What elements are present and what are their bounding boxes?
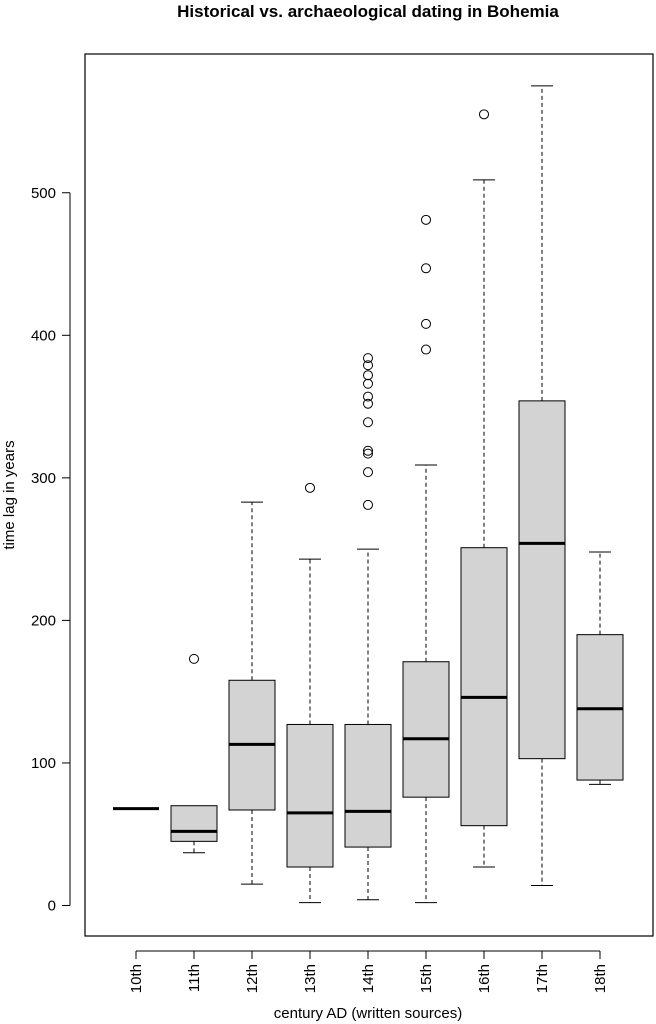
box-rect <box>518 400 566 760</box>
outlier-point <box>363 391 373 402</box>
box-11th <box>170 653 218 854</box>
box-rect <box>170 805 218 842</box>
outlier-point <box>421 214 431 225</box>
y-tick-label: 100 <box>31 755 56 772</box>
box-14th <box>344 353 392 901</box>
outlier-point <box>363 499 373 510</box>
box-13th <box>286 482 334 904</box>
y-tick-label: 200 <box>31 612 56 629</box>
outlier-point <box>363 448 373 459</box>
outlier-point <box>421 263 431 274</box>
outlier-point <box>363 467 373 478</box>
outlier-point <box>363 398 373 409</box>
outlier-point <box>363 370 373 381</box>
outlier-point <box>305 482 315 493</box>
box-rect <box>402 661 450 798</box>
x-tick-label: 18th <box>592 964 609 993</box>
boxes <box>113 85 624 904</box>
x-tick-label: 13th <box>302 964 319 993</box>
box-15th <box>402 214 450 904</box>
x-tick-label: 10th <box>128 964 145 993</box>
x-tick-label: 17th <box>534 964 551 993</box>
outlier-point <box>363 360 373 371</box>
x-axis: 10th 11th 12th 13th 14th 15th 16th 17th 18th <box>128 950 609 993</box>
y-axis-label: time lag in years <box>1 440 18 549</box>
box-18th <box>576 551 624 785</box>
y-tick-label: 300 <box>31 470 56 487</box>
y-axis: 0 100 200 300 400 500 <box>31 185 71 915</box>
outlier-point <box>363 378 373 389</box>
box-rect <box>344 723 392 848</box>
y-tick-label: 500 <box>31 185 56 202</box>
outlier-point <box>421 344 431 355</box>
outlier-point <box>421 318 431 329</box>
box-16th <box>460 109 508 868</box>
chart-title: Historical vs. archaeological dating in … <box>177 2 559 21</box>
box-rect <box>286 723 334 868</box>
outlier-point <box>363 417 373 428</box>
box-rect <box>460 547 508 827</box>
plot-frame <box>84 53 654 937</box>
x-tick-label: 12th <box>244 964 261 993</box>
x-tick-label: 14th <box>360 964 377 993</box>
x-tick-label: 15th <box>418 964 435 993</box>
outlier-point <box>479 109 489 120</box>
x-tick-label: 16th <box>476 964 493 993</box>
outlier-point <box>363 353 373 364</box>
outlier-point <box>363 445 373 456</box>
x-axis-label: century AD (written sources) <box>274 1005 462 1022</box>
x-tick-label: 11th <box>186 964 203 992</box>
outlier-point <box>189 653 199 664</box>
y-tick-label: 400 <box>31 327 56 344</box>
y-tick-label: 0 <box>48 898 56 915</box>
box-17th <box>518 85 566 887</box>
box-12th <box>228 501 276 885</box>
